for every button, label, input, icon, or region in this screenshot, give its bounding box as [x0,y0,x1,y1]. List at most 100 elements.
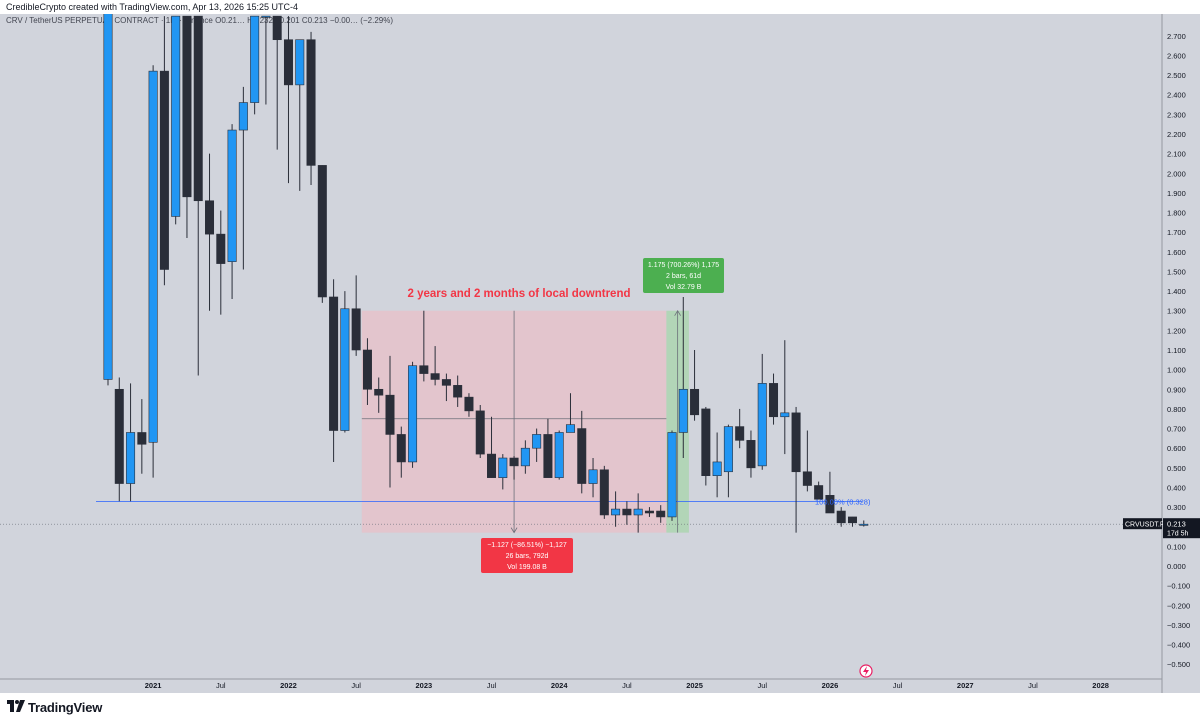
candle[interactable] [599,465,609,519]
candle[interactable] [498,454,508,490]
candle[interactable] [746,430,756,478]
uptrend-label-line: 1.175 (700.26%) 1,175 [648,262,719,269]
y-tick-label: 2.500 [1167,71,1186,80]
candle[interactable] [306,31,316,186]
candle-body [408,365,418,463]
candle[interactable] [588,458,598,498]
symbol-tag-box [1123,518,1162,530]
candle[interactable] [464,393,474,417]
candle[interactable] [329,279,339,462]
candle[interactable] [114,377,124,502]
candle[interactable] [272,15,282,150]
candle[interactable] [611,491,621,527]
candle[interactable] [137,399,147,474]
candle[interactable] [712,432,722,498]
candle[interactable] [701,406,711,486]
candle[interactable] [441,373,451,402]
candle[interactable] [126,383,136,502]
candle[interactable] [723,424,733,498]
candle[interactable] [475,404,485,459]
candle[interactable] [193,15,203,376]
candle-body [419,365,429,374]
candle[interactable] [802,430,812,492]
candle[interactable] [227,124,237,299]
candle-body [757,383,767,467]
chart-header: CredibleCrypto created with TradingView.… [0,0,1200,14]
candle[interactable] [859,520,869,527]
candle-body [577,428,587,484]
y-tick-label: −0.300 [1167,621,1190,630]
candle[interactable] [622,501,632,525]
candle[interactable] [419,310,429,382]
candle[interactable] [430,346,440,386]
candle[interactable] [362,338,372,405]
candle[interactable] [735,408,745,449]
flash-icon[interactable] [859,664,873,678]
candle-body [644,510,654,514]
candle[interactable] [690,350,700,421]
candle[interactable] [656,505,666,523]
price-scale[interactable] [1162,14,1200,693]
candle-body [814,485,824,500]
candle[interactable] [780,340,790,455]
current-price-tag[interactable]: CRVUSDT.P 0.213 17d 5h [1123,518,1200,539]
candle[interactable] [148,65,158,478]
candle[interactable] [678,296,688,459]
candle-body [836,510,846,524]
candle-body [723,426,733,473]
candle[interactable] [295,39,305,191]
candle[interactable] [814,481,824,500]
candle[interactable] [317,165,327,303]
candle-body [520,447,530,467]
x-tick-label: Jul [351,681,361,690]
candle[interactable] [487,416,497,478]
y-tick-label: 1.600 [1167,248,1186,257]
candle[interactable] [351,275,361,356]
candle[interactable] [769,373,779,425]
candle-body [735,426,745,441]
candle[interactable] [825,471,835,514]
candle-body [114,388,124,484]
candle[interactable] [453,375,463,407]
candle[interactable] [396,426,406,478]
candle[interactable] [520,440,530,474]
candle-body [847,516,857,524]
candle[interactable] [385,355,395,488]
price-chart[interactable]: CRV / TetherUS PERPETUAL CONTRACT · 1M ·… [0,14,1200,693]
candle[interactable] [543,418,553,478]
candle[interactable] [216,210,226,315]
candle[interactable] [667,430,677,521]
candle-body [261,15,271,18]
candle-body [453,385,463,398]
candle[interactable] [408,361,418,468]
candle[interactable] [565,393,575,433]
candle[interactable] [283,16,293,184]
candle[interactable] [250,15,260,115]
candle[interactable] [836,507,846,527]
price-tag-box [1163,518,1200,539]
y-tick-label: 0.400 [1167,483,1186,492]
candle[interactable] [171,15,181,225]
candle[interactable] [261,15,271,105]
candle-body [656,510,666,518]
candle[interactable] [103,14,113,386]
candle[interactable] [509,456,519,480]
candle[interactable] [340,291,350,433]
candle[interactable] [532,428,542,462]
candle[interactable] [238,86,248,270]
candle[interactable] [159,16,169,286]
candle[interactable] [644,507,654,517]
candle[interactable] [577,410,587,494]
candle[interactable] [374,377,384,413]
candle-body [362,349,372,390]
candle[interactable] [205,153,215,311]
candle-body [103,14,113,380]
y-tick-label: −0.200 [1167,601,1190,610]
x-tick-label: 2026 [822,681,839,690]
candle[interactable] [847,516,857,527]
candle[interactable] [182,15,192,239]
candle[interactable] [554,430,564,480]
candle[interactable] [757,353,767,470]
candle[interactable] [791,406,801,533]
candle[interactable] [633,493,643,533]
